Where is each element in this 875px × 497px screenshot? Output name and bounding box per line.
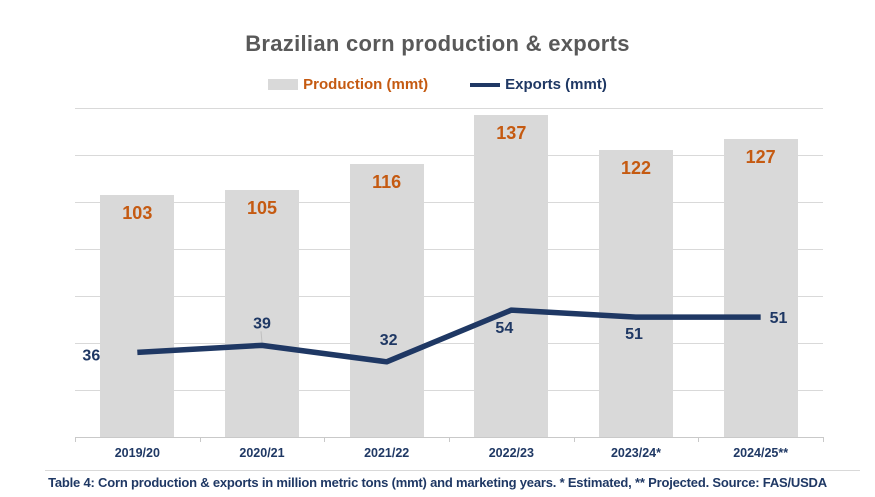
x-axis-label: 2020/21: [239, 446, 285, 460]
x-axis-label: 2023/24*: [610, 446, 662, 460]
x-axis-tick: [449, 437, 450, 442]
production-bar: 127: [723, 138, 798, 437]
production-bar-label: 122: [620, 158, 652, 179]
chart-caption: Table 4: Corn production & exports in mi…: [48, 475, 827, 490]
production-bar: 105: [225, 190, 299, 437]
gridline: [75, 343, 823, 344]
x-axis-tick: [573, 437, 575, 442]
gridline: [75, 202, 823, 203]
x-axis-label: 2024/25**: [733, 446, 789, 460]
production-bar: 122: [599, 150, 673, 437]
x-axis-label: 2022/23: [488, 446, 534, 460]
gridline: [75, 390, 823, 391]
legend-label-exports: Exports (mmt): [505, 76, 607, 93]
production-bar-label: 103: [122, 202, 153, 223]
x-axis-tick: [199, 437, 201, 442]
production-bar-label: 105: [246, 198, 278, 219]
chart-title: Brazilian corn production & exports: [245, 31, 630, 56]
legend-item-exports: Exports (mmt): [470, 76, 607, 93]
gridline: [75, 249, 823, 250]
chart-legend: Production (mmt) Exports (mmt): [0, 76, 875, 93]
production-bar-label: 116: [372, 172, 402, 193]
production-bar-label: 127: [745, 146, 776, 167]
exports-point-label: 36: [82, 347, 100, 364]
footer-separator: [45, 470, 860, 471]
production-bar: 116: [349, 164, 424, 437]
production-bar: 137: [474, 115, 549, 437]
production-bar-label: 137: [496, 123, 527, 144]
gridline: [75, 296, 823, 297]
x-axis-tick: [324, 437, 326, 442]
x-axis-label: 2019/20: [114, 446, 160, 460]
production-swatch: [268, 79, 299, 90]
exports-swatch: [470, 82, 501, 87]
x-axis-tick: [698, 437, 700, 442]
gridline: [75, 155, 823, 156]
x-axis-label: 2021/22: [364, 446, 410, 460]
x-axis-tick: [75, 437, 76, 442]
x-axis-tick: [823, 437, 824, 442]
gridline: [75, 108, 823, 109]
legend-item-production: Production (mmt): [268, 76, 428, 93]
production-bar: 103: [100, 194, 175, 437]
legend-label-production: Production (mmt): [303, 76, 429, 93]
